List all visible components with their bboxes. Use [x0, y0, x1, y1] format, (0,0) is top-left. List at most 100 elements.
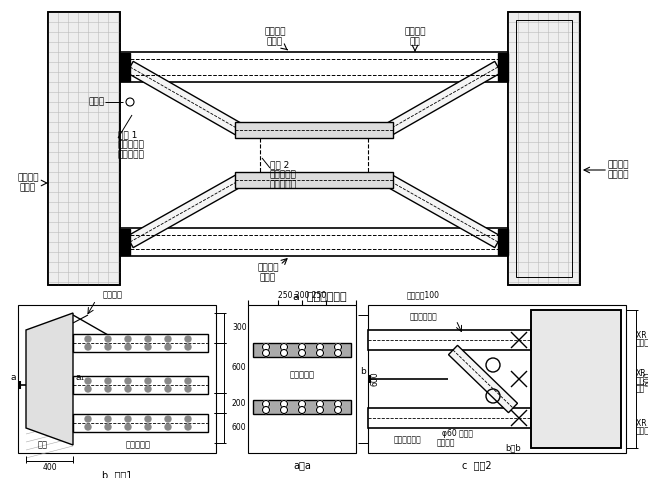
Circle shape	[316, 349, 323, 357]
Text: 钢管柱: 钢管柱	[20, 184, 36, 193]
Circle shape	[105, 344, 111, 350]
Circle shape	[299, 344, 305, 350]
Circle shape	[145, 378, 151, 384]
Polygon shape	[127, 174, 243, 248]
Circle shape	[125, 386, 131, 392]
Text: 600: 600	[370, 372, 379, 386]
Circle shape	[262, 401, 270, 408]
Text: 架钢管柱: 架钢管柱	[608, 171, 629, 180]
Circle shape	[316, 401, 323, 408]
Text: 现场焊缝: 现场焊缝	[103, 291, 123, 300]
Text: a－a: a－a	[293, 460, 311, 470]
Circle shape	[105, 386, 111, 392]
Circle shape	[165, 378, 171, 384]
Circle shape	[145, 386, 151, 392]
Circle shape	[262, 406, 270, 413]
Circle shape	[185, 336, 191, 342]
Text: 现场焊缝100: 现场焊缝100	[406, 291, 439, 300]
Circle shape	[316, 406, 323, 413]
Bar	[508, 12, 580, 285]
Circle shape	[299, 406, 305, 413]
Circle shape	[105, 424, 111, 430]
Circle shape	[185, 344, 191, 350]
Circle shape	[185, 416, 191, 422]
Circle shape	[125, 336, 131, 342]
Bar	[120, 228, 508, 256]
Polygon shape	[385, 61, 502, 136]
Text: 外筒框架: 外筒框架	[17, 174, 39, 183]
Polygon shape	[448, 345, 518, 413]
Bar	[120, 52, 508, 82]
Circle shape	[85, 344, 91, 350]
Text: 现场连接: 现场连接	[404, 28, 426, 36]
Bar	[368, 408, 531, 428]
Text: 400: 400	[43, 463, 57, 471]
Polygon shape	[385, 174, 501, 248]
Circle shape	[105, 378, 111, 384]
Text: XR 焊: XR 焊	[636, 330, 648, 339]
Text: 200: 200	[232, 399, 246, 408]
Text: 柱壁: 柱壁	[38, 441, 48, 449]
Text: a  伸臂桁架剖面: a 伸臂桁架剖面	[293, 292, 347, 302]
Bar	[48, 12, 120, 285]
Bar	[531, 310, 621, 448]
Bar	[73, 334, 208, 352]
Circle shape	[262, 349, 270, 357]
Circle shape	[185, 378, 191, 384]
Circle shape	[145, 424, 151, 430]
Text: a: a	[10, 372, 16, 381]
Text: 杆临时连接: 杆临时连接	[270, 181, 297, 189]
Circle shape	[85, 416, 91, 422]
Polygon shape	[127, 61, 243, 136]
Bar	[253, 400, 351, 414]
Text: 下弦杆: 下弦杆	[260, 273, 276, 282]
Circle shape	[334, 401, 341, 408]
Circle shape	[165, 336, 171, 342]
Circle shape	[185, 386, 191, 392]
Circle shape	[125, 424, 131, 430]
Text: 伸臂桁架腹杆: 伸臂桁架腹杆	[394, 435, 422, 445]
Bar	[368, 330, 531, 350]
Circle shape	[334, 406, 341, 413]
Circle shape	[281, 406, 288, 413]
Text: φ60 的销轴: φ60 的销轴	[443, 428, 474, 437]
Circle shape	[262, 344, 270, 350]
Circle shape	[165, 386, 171, 392]
Circle shape	[145, 344, 151, 350]
Circle shape	[316, 344, 323, 350]
Circle shape	[185, 424, 191, 430]
Circle shape	[85, 336, 91, 342]
Text: 300: 300	[232, 324, 247, 333]
Circle shape	[125, 416, 131, 422]
Bar	[516, 20, 572, 277]
Text: 后磨平: 后磨平	[636, 338, 648, 348]
Circle shape	[85, 378, 91, 384]
Text: 250 200 250: 250 200 250	[278, 291, 326, 300]
Text: 伸臂桁架: 伸臂桁架	[264, 28, 286, 36]
Text: XR: XR	[636, 369, 647, 378]
Text: 销轴连接: 销轴连接	[437, 438, 456, 447]
Text: 伸臂桁架: 伸臂桁架	[257, 263, 279, 272]
Circle shape	[125, 378, 131, 384]
Circle shape	[281, 401, 288, 408]
Bar	[248, 305, 356, 453]
Circle shape	[85, 424, 91, 430]
Text: 600: 600	[232, 424, 247, 433]
Text: 节点 1: 节点 1	[118, 130, 137, 140]
Circle shape	[165, 344, 171, 350]
Circle shape	[105, 336, 111, 342]
Circle shape	[145, 416, 151, 422]
Bar	[508, 12, 580, 285]
Bar	[73, 376, 208, 394]
Bar	[235, 172, 393, 188]
Circle shape	[145, 336, 151, 342]
Text: 节点 2: 节点 2	[270, 161, 289, 170]
Bar	[120, 53, 130, 81]
Polygon shape	[26, 313, 73, 445]
Text: a₁: a₁	[76, 372, 85, 381]
Circle shape	[165, 424, 171, 430]
Text: 伸臂桁架弦: 伸臂桁架弦	[118, 141, 145, 150]
Text: 焊后: 焊后	[636, 377, 645, 385]
Bar	[18, 305, 216, 453]
Text: 临时连接板: 临时连接板	[126, 441, 150, 449]
